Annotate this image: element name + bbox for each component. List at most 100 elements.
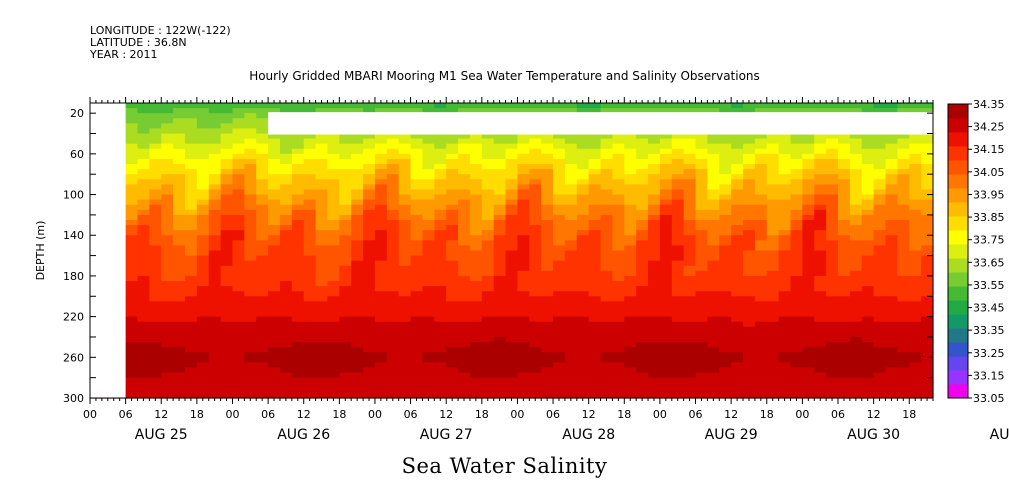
heatmap-cell (766, 260, 780, 267)
heatmap-cell (636, 148, 649, 155)
heatmap-cell (398, 265, 412, 272)
heatmap-cell (564, 204, 578, 211)
heatmap-cell (351, 326, 364, 333)
heatmap-cell (600, 209, 614, 216)
heatmap-cell (600, 377, 614, 384)
heatmap-cell (909, 316, 922, 323)
heatmap-cell (303, 311, 317, 318)
heatmap-cell (612, 336, 625, 343)
heatmap-cell (279, 347, 293, 353)
heatmap-cell (921, 316, 934, 323)
heatmap-cell (636, 286, 649, 292)
heatmap-cell (731, 148, 744, 155)
heatmap-cell (386, 265, 400, 272)
heatmap-cell (291, 164, 305, 170)
heatmap-cell (363, 189, 376, 196)
heatmap-cell (446, 275, 459, 282)
heatmap-cell (458, 260, 471, 267)
heatmap-cell (256, 138, 269, 145)
heatmap-cell (766, 270, 780, 277)
heatmap-cell (256, 296, 269, 302)
heatmap-cell (659, 336, 673, 343)
heatmap-cell (458, 179, 471, 185)
heatmap-cell (897, 275, 910, 282)
heatmap-cell (683, 209, 697, 216)
heatmap-cell (648, 133, 661, 140)
heatmap-cell (303, 260, 317, 267)
heatmap-cell (778, 387, 792, 394)
heatmap-cell (303, 387, 317, 394)
heatmap-cell (232, 260, 245, 267)
heatmap-cell (695, 103, 709, 109)
heatmap-cell (220, 270, 234, 277)
heatmap-cell (802, 336, 815, 343)
heatmap-cell (802, 204, 815, 211)
heatmap-cell (363, 387, 376, 394)
heatmap-cell (683, 245, 697, 252)
heatmap-cell (529, 270, 542, 277)
heatmap-cell (861, 281, 875, 287)
heatmap-cell (398, 184, 412, 191)
heatmap-cell (541, 194, 554, 201)
heatmap-cell (671, 357, 685, 363)
heatmap-cell (363, 143, 376, 150)
heatmap-cell (695, 138, 709, 145)
heatmap-cell (303, 225, 317, 231)
heatmap-cell (564, 179, 578, 185)
heatmap-cell (493, 372, 507, 379)
heatmap-cell (505, 255, 519, 262)
heatmap-cell (897, 235, 910, 241)
heatmap-cell (576, 387, 590, 394)
heatmap-cell (576, 326, 590, 333)
heatmap-cell (743, 291, 756, 297)
heatmap-cell (671, 352, 685, 358)
heatmap-cell (885, 357, 898, 363)
heatmap-cell (398, 347, 412, 353)
heatmap-cell (814, 153, 827, 160)
x-hour-label: 12 (297, 408, 311, 421)
heatmap-cell (232, 230, 245, 236)
heatmap-cell (743, 199, 756, 206)
heatmap-cell (921, 240, 934, 247)
heatmap-cell (184, 281, 198, 287)
heatmap-cell (422, 255, 435, 262)
heatmap-cell (897, 377, 910, 384)
heatmap-cell (291, 250, 305, 257)
heatmap-cell (612, 265, 625, 272)
heatmap-cell (339, 189, 352, 196)
heatmap-cell (422, 331, 435, 338)
heatmap-cell (517, 153, 530, 160)
heatmap-cell (303, 209, 317, 216)
heatmap-cell (137, 347, 150, 353)
heatmap-cell (398, 316, 412, 323)
heatmap-cell (671, 281, 685, 287)
heatmap-cell (458, 250, 471, 257)
heatmap-cell (873, 153, 887, 160)
heatmap-cell (529, 392, 542, 399)
heatmap-cell (268, 301, 281, 308)
heatmap-cell (861, 235, 875, 241)
heatmap-cell (303, 336, 317, 343)
heatmap-cell (363, 194, 376, 201)
heatmap-cell (861, 138, 875, 145)
heatmap-cell (434, 311, 447, 318)
heatmap-cell (363, 255, 376, 262)
heatmap-cell (481, 291, 495, 297)
heatmap-cell (707, 316, 720, 323)
heatmap-cell (422, 311, 435, 318)
heatmap-cell (244, 194, 257, 201)
heatmap-cell (374, 250, 388, 257)
heatmap-cell (422, 301, 435, 308)
heatmap-cell (149, 143, 162, 150)
heatmap-cell (327, 133, 340, 140)
heatmap-cell (458, 372, 471, 379)
heatmap-cell (731, 240, 744, 247)
heatmap-cell (754, 240, 768, 247)
heatmap-cell (481, 387, 495, 394)
heatmap-cell (481, 204, 495, 211)
heatmap-cell (196, 342, 210, 348)
heatmap-cell (161, 321, 174, 328)
heatmap-cell (588, 260, 602, 267)
heatmap-cell (315, 306, 329, 313)
heatmap-cell (529, 179, 542, 185)
